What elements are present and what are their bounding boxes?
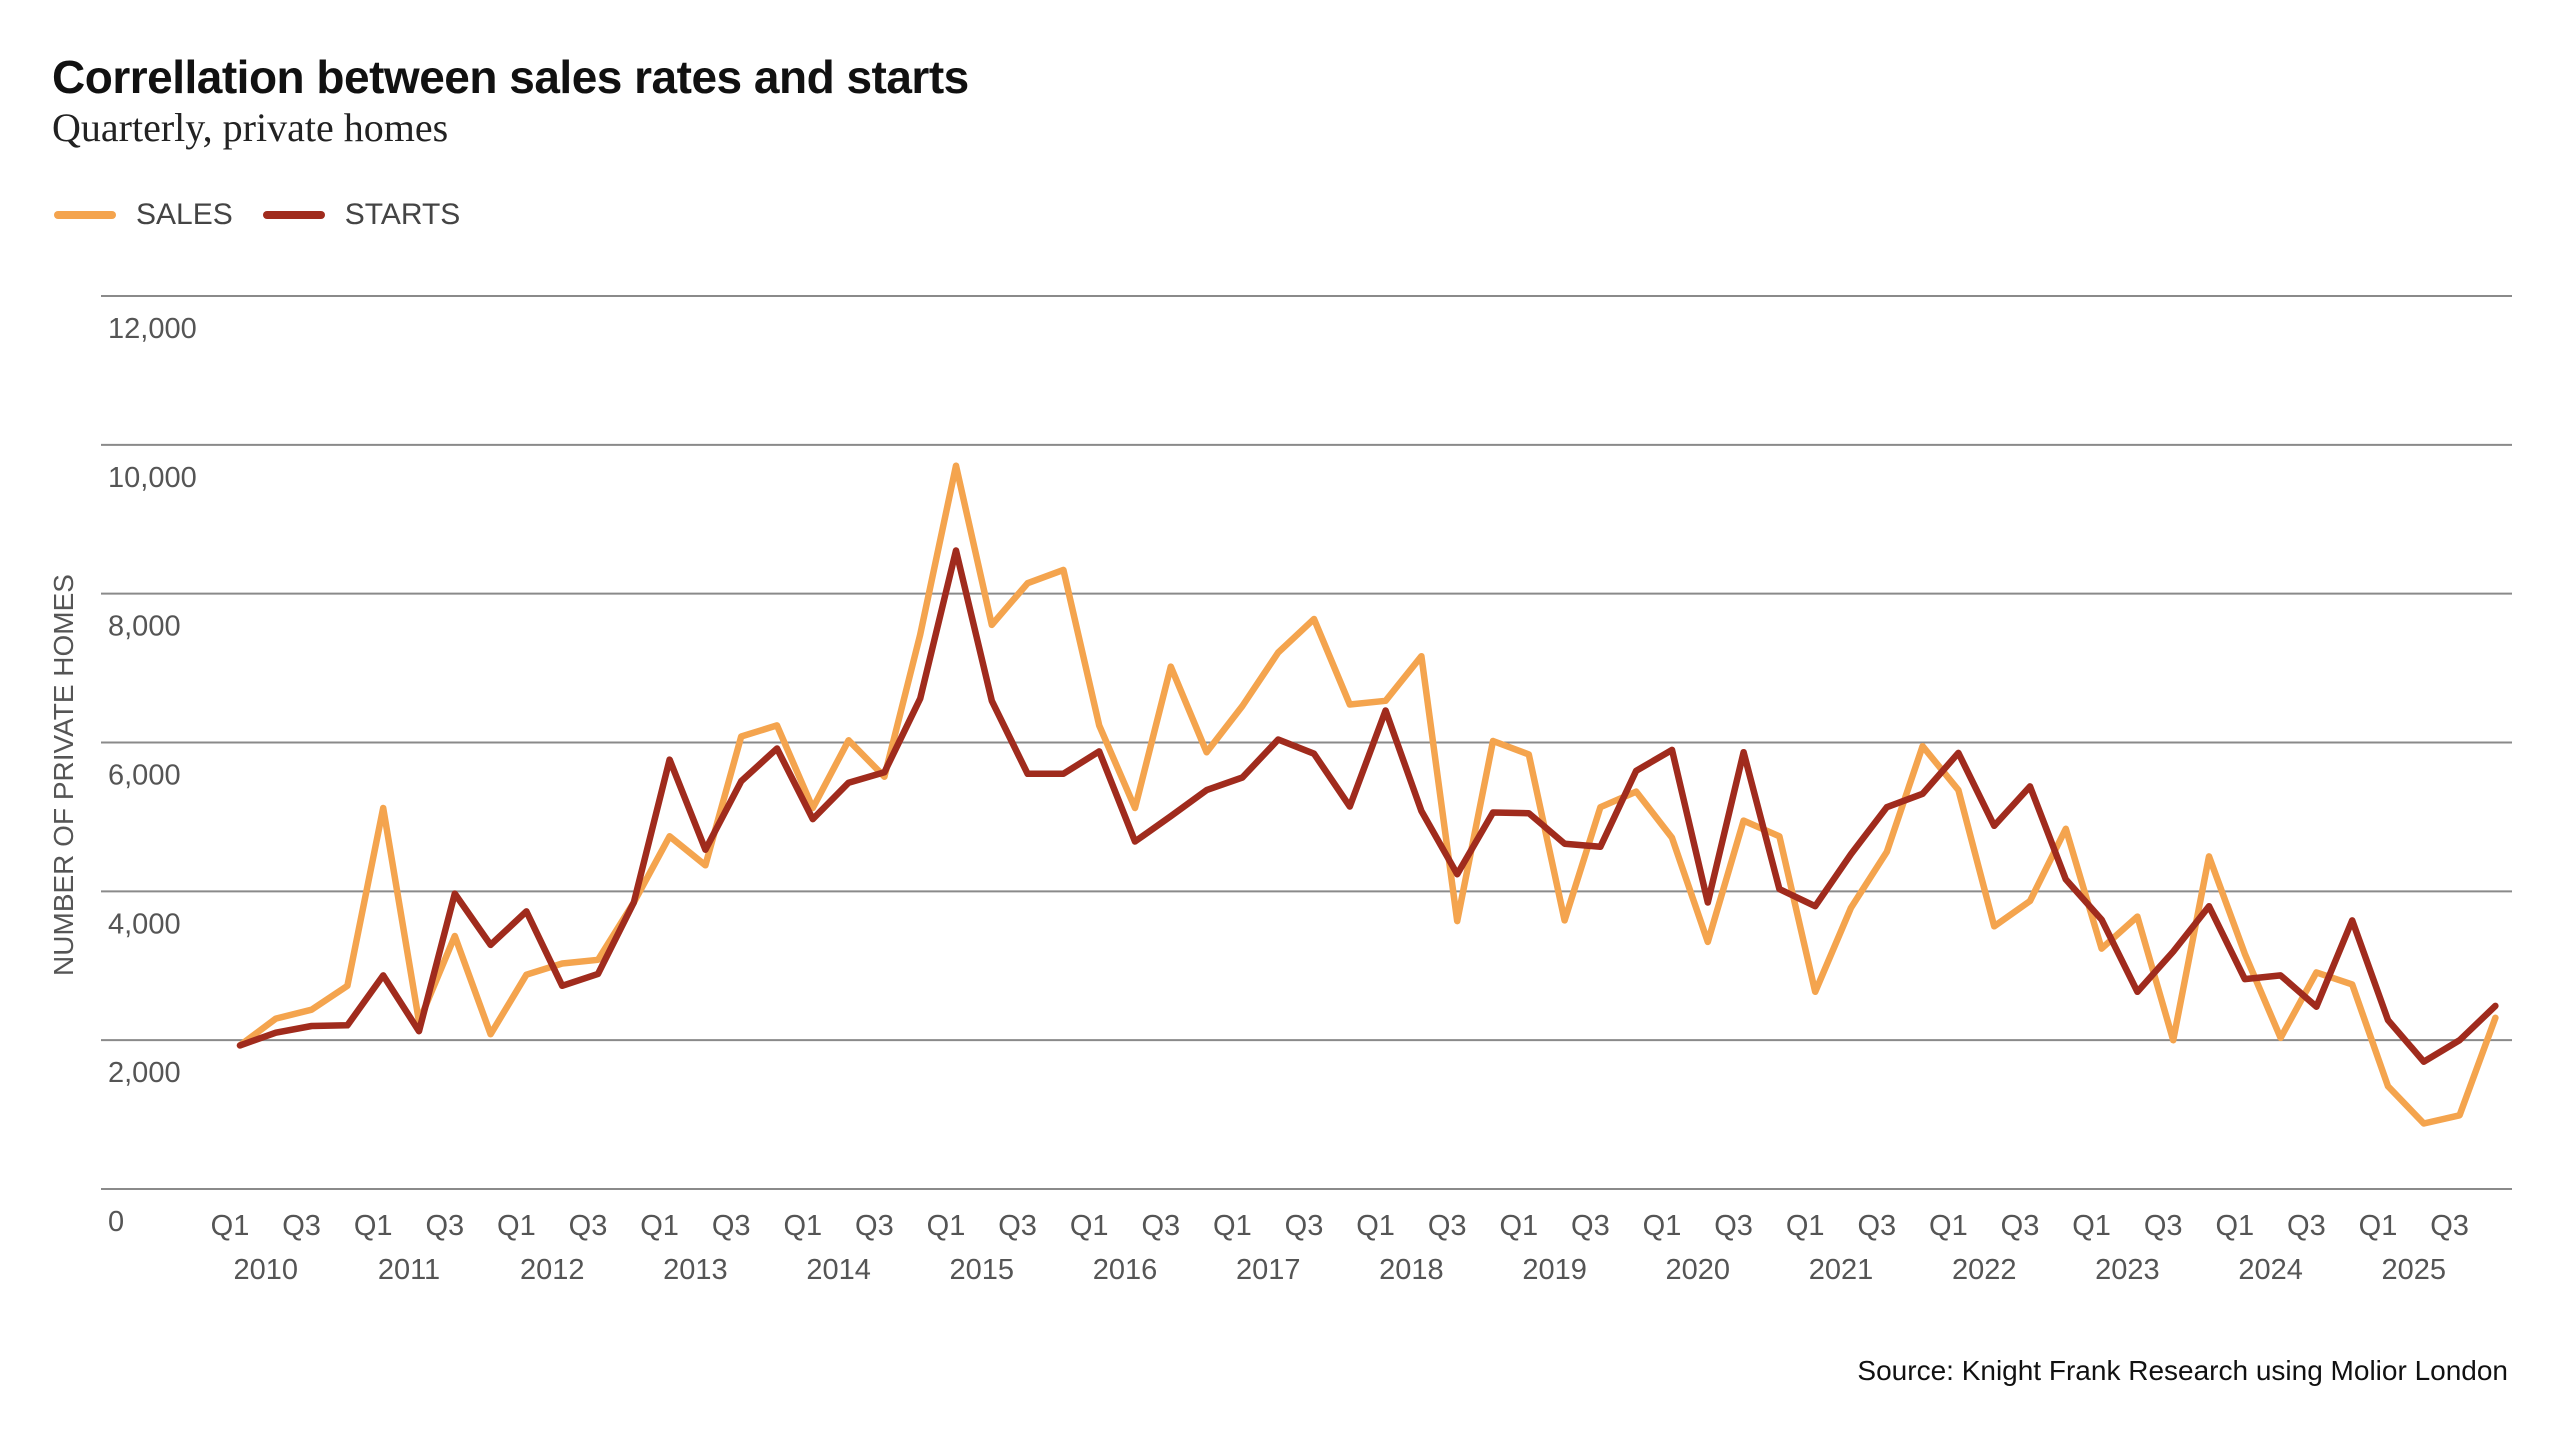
gridlines: [101, 295, 2512, 1190]
x-tick-label-year: 2025: [2382, 1254, 2447, 1286]
y-tick-label: 2,000: [108, 1057, 181, 1089]
x-tick-label-quarter: Q1: [640, 1210, 679, 1242]
x-tick-label-year: 2020: [1666, 1254, 1731, 1286]
x-tick-label-quarter: Q1: [2359, 1210, 2398, 1242]
x-tick-label-quarter: Q1: [497, 1210, 536, 1242]
x-tick-label-quarter: Q3: [2430, 1210, 2469, 1242]
x-tick-label-quarter: Q1: [1643, 1210, 1682, 1242]
x-tick-label-year: 2024: [2238, 1254, 2303, 1286]
series-line-starts: [236, 547, 2499, 1065]
y-tick-labels: 0 2,000 4,000 6,000 8,000 10,000 12,000: [108, 313, 197, 1238]
x-tick-label-quarter: Q1: [354, 1210, 393, 1242]
x-tick-label-quarter: Q1: [783, 1210, 822, 1242]
x-tick-label-quarter: Q3: [425, 1210, 464, 1242]
x-tick-label-quarter: Q3: [282, 1210, 321, 1242]
y-tick-label: 6,000: [108, 760, 181, 792]
legend-label-sales: SALES: [136, 198, 233, 231]
x-tick-label-quarter: Q1: [1499, 1210, 1538, 1242]
x-tick-label-quarter: Q3: [1571, 1210, 1610, 1242]
x-tick-label-quarter: Q3: [1141, 1210, 1180, 1242]
x-tick-label-quarter: Q3: [2144, 1210, 2183, 1242]
legend-item-sales: SALES: [54, 198, 233, 232]
x-tick-label-quarter: Q1: [1356, 1210, 1395, 1242]
x-tick-label-quarter: Q3: [2001, 1210, 2040, 1242]
series-lines: [236, 462, 2499, 1127]
x-tick-label-year: 2015: [950, 1254, 1015, 1286]
chart-subtitle: Quarterly, private homes: [52, 105, 449, 150]
x-tick-label-quarter: Q1: [2072, 1210, 2111, 1242]
x-tick-label-year: 2016: [1093, 1254, 1158, 1286]
x-tick-label-quarter: Q3: [1714, 1210, 1753, 1242]
x-tick-label-quarter: Q1: [1213, 1210, 1252, 1242]
x-tick-label-quarter: Q1: [1786, 1210, 1825, 1242]
x-tick-label-quarter: Q1: [927, 1210, 966, 1242]
y-tick-label: 12,000: [108, 313, 197, 345]
x-tick-label-quarter: Q1: [1929, 1210, 1968, 1242]
y-axis-label: NUMBER OF PRIVATE HOMES: [48, 574, 79, 976]
legend-item-starts: STARTS: [262, 198, 461, 232]
x-tick-label-year: 2011: [378, 1254, 440, 1286]
legend-label-starts: STARTS: [344, 198, 461, 231]
x-tick-label-year: 2019: [1522, 1254, 1587, 1286]
legend: SALES STARTS: [54, 198, 490, 232]
x-tick-label-year: 2017: [1236, 1254, 1301, 1286]
x-tick-label-year: 2012: [520, 1254, 585, 1286]
x-tick-label-year: 2010: [234, 1254, 299, 1286]
x-tick-label-year: 2013: [663, 1254, 728, 1286]
x-tick-label-year: 2023: [2095, 1254, 2160, 1286]
x-tick-labels: Q1 Q3 2010 Q1 Q3 2011 Q1 Q3 2012 Q1 Q3 2013 Q1 Q3 2014…: [211, 1210, 2469, 1286]
y-tick-label: 10,000: [108, 462, 197, 494]
source-note: Source: Knight Frank Research using Moli…: [1857, 1355, 2508, 1386]
x-tick-label-quarter: Q3: [1285, 1210, 1324, 1242]
x-tick-label-quarter: Q3: [998, 1210, 1037, 1242]
legend-swatch-sales: [54, 211, 116, 219]
x-tick-label-year: 2014: [806, 1254, 871, 1286]
legend-swatch-starts: [262, 211, 325, 219]
x-tick-label-quarter: Q3: [2287, 1210, 2326, 1242]
x-tick-label-quarter: Q1: [2215, 1210, 2254, 1242]
x-tick-label-quarter: Q3: [1857, 1210, 1896, 1242]
x-tick-label-quarter: Q1: [211, 1210, 250, 1242]
x-tick-label-quarter: Q3: [1428, 1210, 1467, 1242]
x-tick-label-quarter: Q3: [569, 1210, 608, 1242]
y-tick-label: 0: [108, 1206, 124, 1238]
chart-title: Correllation between sales rates and sta…: [52, 51, 969, 103]
x-tick-label-year: 2022: [1952, 1254, 2017, 1286]
x-tick-label-quarter: Q1: [1070, 1210, 1109, 1242]
x-tick-label-quarter: Q3: [855, 1210, 894, 1242]
series-line-sales: [236, 462, 2499, 1127]
y-tick-label: 8,000: [108, 611, 181, 643]
x-tick-label-quarter: Q3: [712, 1210, 751, 1242]
y-tick-label: 4,000: [108, 908, 181, 940]
x-tick-label-year: 2018: [1379, 1254, 1444, 1286]
x-tick-label-year: 2021: [1809, 1254, 1874, 1286]
